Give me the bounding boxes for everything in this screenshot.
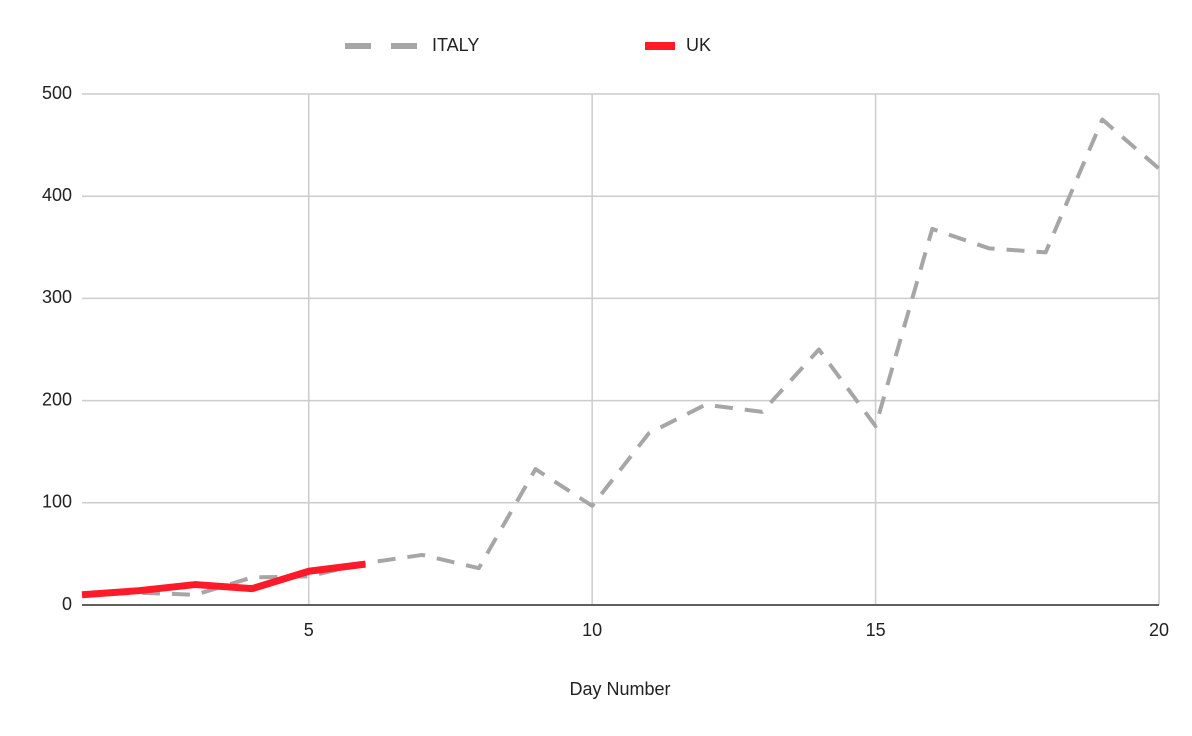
series-line: [81, 117, 1161, 597]
y-tick-label: 0: [62, 594, 72, 614]
legend-label: ITALY: [432, 35, 479, 55]
y-tick-label: 400: [42, 185, 72, 205]
x-tick-label: 5: [304, 620, 314, 640]
y-tick-label: 500: [42, 83, 72, 103]
x-tick-label: 10: [582, 620, 602, 640]
legend-label: UK: [686, 35, 711, 55]
series-line: [81, 560, 366, 599]
x-axis-title: Day Number: [569, 679, 670, 699]
x-tick-label: 20: [1149, 620, 1169, 640]
y-tick-label: 300: [42, 287, 72, 307]
y-tick-label: 200: [42, 389, 72, 409]
y-tick-label: 100: [42, 492, 72, 512]
x-tick-label: 15: [866, 620, 886, 640]
